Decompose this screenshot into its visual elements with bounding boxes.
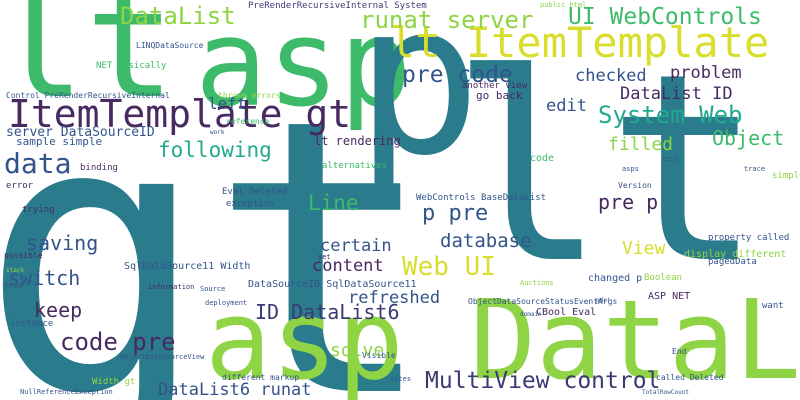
word: server DataSourceID [6,125,155,140]
word: lt ItemTemplate [390,18,770,67]
word: pre code [402,62,513,88]
word: different markup [222,373,300,382]
word: instance [10,319,54,329]
word: lt [0,0,176,132]
word: WebControls BaseDataList [416,193,547,203]
word: ObjectDataSourceStatusEventArgs [468,297,618,306]
word: gt [0,38,438,400]
word: trace [744,165,766,173]
word: error [6,181,34,191]
word: left [208,94,247,113]
word: p [355,0,482,202]
word: p pre [422,201,489,226]
word: Line [308,191,359,215]
word: ID DataList6 [255,300,400,324]
word: refreshed [348,288,441,308]
word: true [4,281,24,290]
word: deployment [205,299,248,307]
word: possible [4,251,43,260]
word: alternatives [322,161,388,171]
word: End [672,347,687,356]
word: Auctions [520,279,554,287]
word: Source [200,285,226,293]
word: public html [540,1,587,9]
word: Control PreRenderRecursiveInternal [6,91,170,100]
word: code [530,153,555,164]
word: Eval Deleted [222,187,288,197]
word: NET Basically [96,61,167,71]
word: DataList ID [620,84,733,104]
word: SqlDataSource11 Width [124,261,251,272]
word: runat server [360,6,534,34]
word: Object [712,126,785,150]
word: certain [320,236,392,256]
word: View [622,238,666,259]
word: DataList [120,2,236,30]
word: Width gt [92,377,136,387]
word: stack [6,267,25,274]
word: information [148,283,195,291]
word: another view [462,81,528,91]
word: code pre [60,328,176,356]
word: filled [608,134,674,155]
word: PreRenderRecursiveInternal System [248,1,427,11]
word: keep [34,298,83,322]
word: property called [708,233,790,243]
word: throws errors [218,91,281,100]
word: MultiView control [425,368,661,394]
word: ASP NET [648,291,691,302]
word: pagedData [708,257,757,267]
word: UI WebControls [568,4,762,30]
word: solve [330,340,385,361]
word: lt rendering [314,134,401,148]
word: simple gt [772,171,800,181]
word: data [4,147,72,180]
word: reference [226,117,270,126]
word: set [318,253,331,261]
word: domain [520,311,542,318]
word: asps [622,165,639,173]
word: System Web [598,101,743,129]
word: checked [575,66,647,86]
word: Boolean [644,273,682,283]
word: pdc! [596,297,611,304]
word: Version [618,181,652,190]
word: sample simple [16,135,103,148]
word: ItemTemplate gt [8,92,352,136]
word: LINQDataSource [136,41,204,50]
word: display different [684,249,787,260]
word: problem [670,63,742,83]
word: saving [26,231,99,255]
word: binding [80,163,118,173]
word: switch [8,266,81,290]
word: database [440,230,532,252]
word: NullReferenceException [20,388,113,396]
word: exception [226,199,275,209]
word: go back [476,89,523,102]
word: following [158,138,272,162]
word: edit [546,96,587,116]
word: asp DataList [205,276,800,400]
word: sites [390,375,412,383]
word: test [662,155,679,163]
word: lt [450,19,764,321]
word: pre p [598,190,659,214]
word: want [762,301,784,311]
word: asp [195,0,412,134]
word: Visible [362,351,396,360]
word: DataList6 runat [158,380,312,400]
word: ObjectDataSourceView [120,353,205,361]
word: DataSourceID SqlDataSource11 [248,279,417,290]
word: called Deleted [656,373,724,382]
word: Web UI [402,252,496,282]
word: work [210,129,225,136]
word: TotalRowCount [642,389,689,396]
word: content [312,256,384,276]
word: trying [22,205,55,215]
word: changed p [588,273,643,284]
word: CBool Eval [536,307,597,318]
